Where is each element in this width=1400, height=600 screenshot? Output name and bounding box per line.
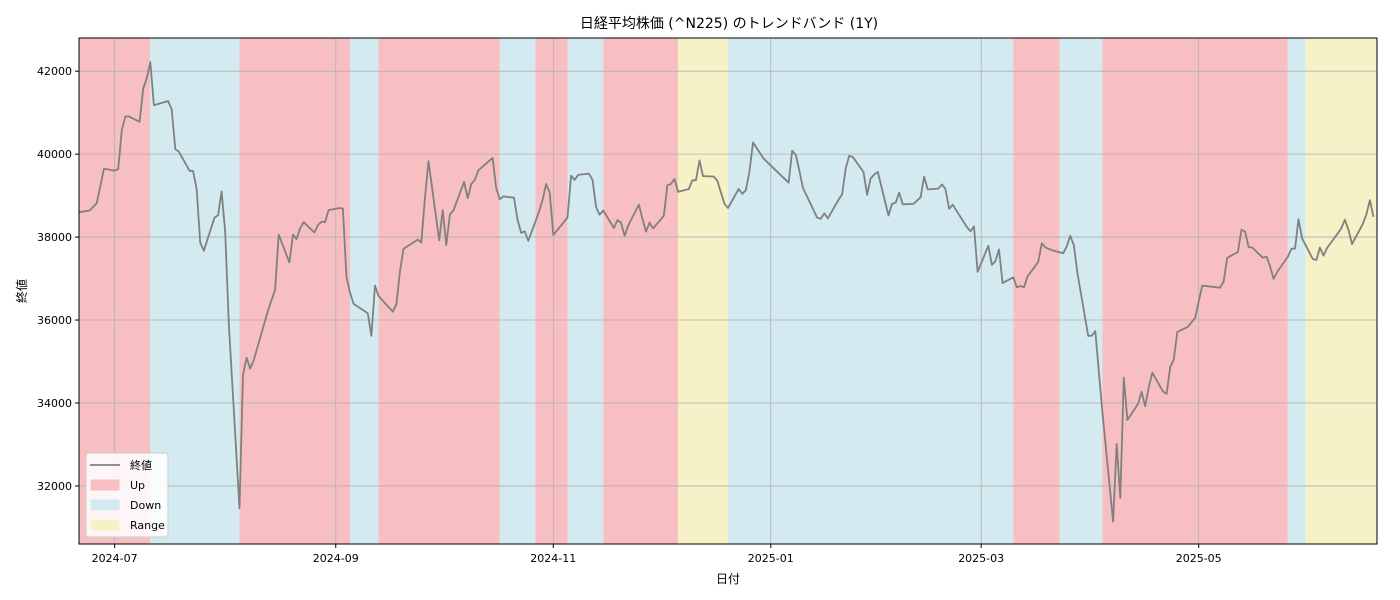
grid-layer (79, 38, 1377, 544)
x-tick-label: 2024-09 (313, 552, 359, 565)
plot-frame (78, 37, 1378, 545)
band-range (1305, 38, 1377, 544)
legend-label: Up (130, 479, 145, 492)
legend-swatch-up (90, 479, 120, 491)
x-tick-label: 2024-07 (92, 552, 138, 565)
legend-label: Range (130, 519, 165, 532)
y-tick-label: 42000 (37, 65, 72, 78)
x-tick-label: 2025-01 (748, 552, 794, 565)
y-tick-label: 40000 (37, 148, 72, 161)
x-tick-label: 2024-11 (530, 552, 576, 565)
band-up (535, 38, 568, 544)
band-down (728, 38, 1014, 544)
bands-layer (79, 38, 1377, 544)
band-down (1287, 38, 1306, 544)
legend-label: 終値 (130, 458, 152, 472)
band-up (239, 38, 351, 544)
band-up (1013, 38, 1060, 544)
legend-swatch-down (90, 499, 120, 511)
x-axis-label: 日付 (716, 572, 740, 586)
band-up (603, 38, 679, 544)
chart-title: 日経平均株価 (^N225) のトレンドバンド (1Y) (580, 16, 878, 32)
band-up (1102, 38, 1288, 544)
band-range (678, 38, 728, 544)
legend-box (85, 452, 169, 538)
series-line-close (78, 61, 1375, 523)
y-tick-label: 38000 (37, 231, 72, 244)
legend-swatch-range (90, 519, 120, 531)
y-tick-label: 36000 (37, 314, 72, 327)
x-ticks: 2024-07 2024-09 2024-11 2025-01 2025-03 2025-… (92, 544, 1222, 565)
y-tick-label: 32000 (37, 480, 72, 493)
band-down (567, 38, 604, 544)
y-ticks: 32000 34000 36000 38000 40000 42000 (37, 65, 79, 493)
series-layer (78, 61, 1375, 523)
band-down (499, 38, 536, 544)
y-axis-label: 終値 (14, 279, 29, 303)
y-tick-label: 34000 (37, 397, 72, 410)
x-tick-label: 2025-05 (1176, 552, 1222, 565)
legend: 終値 Up Down Range (85, 452, 169, 538)
x-tick-label: 2025-03 (958, 552, 1004, 565)
legend-label: Down (130, 499, 161, 512)
band-up (378, 38, 500, 544)
